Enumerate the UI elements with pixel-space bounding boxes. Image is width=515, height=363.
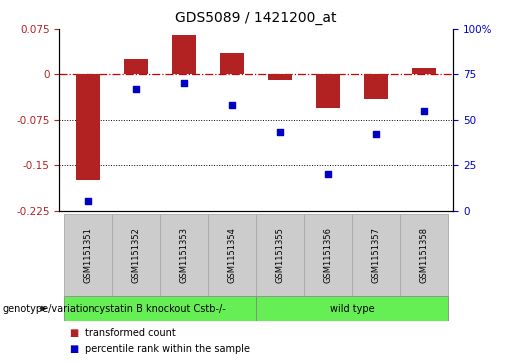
Bar <box>316 74 340 108</box>
Point <box>372 131 381 137</box>
Bar <box>256 214 304 296</box>
Text: genotype/variation: genotype/variation <box>3 303 95 314</box>
Bar <box>172 35 196 74</box>
Text: GSM1151355: GSM1151355 <box>276 227 285 283</box>
Bar <box>401 214 448 296</box>
Point <box>132 86 140 92</box>
Bar <box>256 296 449 321</box>
Bar <box>364 74 388 99</box>
Text: GSM1151357: GSM1151357 <box>372 227 381 283</box>
Point <box>228 102 236 108</box>
Point <box>180 81 188 86</box>
Bar <box>112 214 160 296</box>
Point <box>324 171 332 177</box>
Text: GSM1151352: GSM1151352 <box>132 227 141 283</box>
Text: ■: ■ <box>70 344 79 354</box>
Bar <box>64 296 256 321</box>
Point <box>84 199 92 204</box>
Bar <box>220 53 244 74</box>
Bar <box>352 214 400 296</box>
Bar <box>124 59 148 74</box>
Text: GSM1151356: GSM1151356 <box>324 227 333 283</box>
Bar <box>76 74 100 180</box>
Point <box>276 130 284 135</box>
Title: GDS5089 / 1421200_at: GDS5089 / 1421200_at <box>176 11 337 25</box>
Text: transformed count: transformed count <box>85 328 176 338</box>
Text: wild type: wild type <box>330 303 374 314</box>
Bar <box>413 68 436 74</box>
Text: GSM1151358: GSM1151358 <box>420 227 429 283</box>
Point <box>420 108 428 114</box>
Text: cystatin B knockout Cstb-/-: cystatin B knockout Cstb-/- <box>94 303 226 314</box>
Bar <box>160 214 208 296</box>
Text: percentile rank within the sample: percentile rank within the sample <box>85 344 250 354</box>
Text: ■: ■ <box>70 328 79 338</box>
Text: GSM1151353: GSM1151353 <box>180 227 188 283</box>
Text: GSM1151354: GSM1151354 <box>228 227 237 283</box>
Bar <box>268 74 292 81</box>
Bar <box>208 214 256 296</box>
Bar <box>64 214 112 296</box>
Bar <box>304 214 352 296</box>
Text: GSM1151351: GSM1151351 <box>83 227 93 283</box>
